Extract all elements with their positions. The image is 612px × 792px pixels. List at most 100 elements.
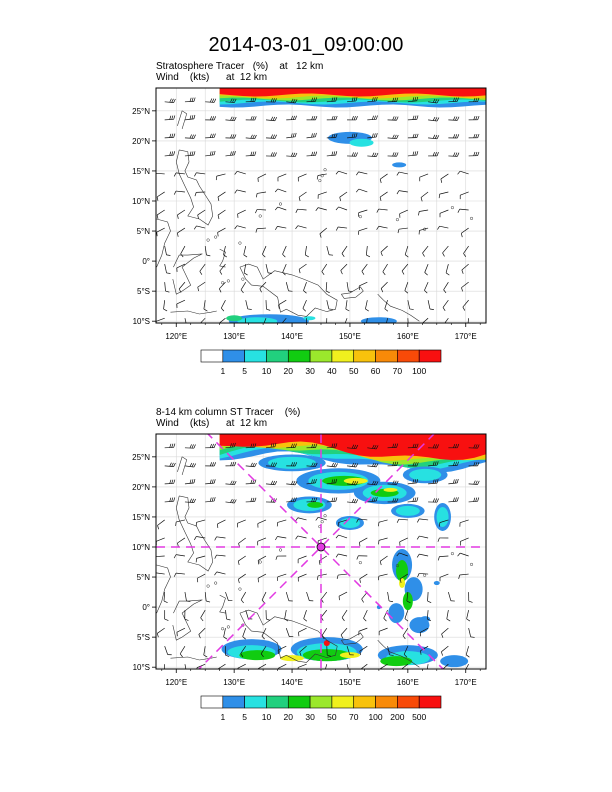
wind-barb-flag [355, 96, 358, 102]
island [395, 218, 399, 222]
colorbar-swatch [244, 695, 267, 709]
wind-barb-flag [209, 133, 212, 138]
wind-barb [460, 537, 469, 542]
wind-barb-flag [331, 443, 334, 448]
wind-barb [175, 172, 185, 175]
wind-barb [338, 519, 348, 523]
wind-barb-flag [169, 497, 172, 502]
wind-barb-flag [396, 552, 400, 557]
wind-barb-flag [209, 116, 213, 121]
wind-barb [462, 299, 469, 308]
wind-barb [441, 627, 449, 635]
wind-barb-flag [171, 115, 174, 120]
wind-barb [306, 465, 316, 467]
wind-barb [156, 172, 165, 175]
wind-barb-flag [250, 462, 253, 467]
colorbar-swatch [287, 695, 311, 709]
island [318, 179, 322, 183]
wind-barb [237, 171, 246, 175]
wind-barb [243, 264, 247, 274]
wind-barb-flag [373, 97, 376, 102]
wind-barb-flag [455, 479, 457, 484]
y-tick-label: 25°N [132, 453, 150, 462]
wind-barb [278, 299, 287, 306]
wind-barb-flag [333, 479, 336, 484]
wind-barb-flag [184, 618, 189, 621]
coastline [239, 609, 338, 663]
wind-barb [297, 555, 307, 560]
wind-barb-flag [313, 497, 316, 502]
colorbar-swatch [331, 695, 355, 709]
wind-barb [245, 465, 255, 468]
wind-barb [282, 263, 287, 273]
wind-barb-flag [331, 115, 334, 120]
wind-barb-flag [475, 97, 478, 102]
wind-barb-flag [463, 253, 467, 257]
wind-barb [407, 300, 411, 310]
y-tick-label: 10°S [133, 317, 150, 326]
map-plot-area [156, 88, 486, 329]
wind-barb-flag [214, 571, 218, 576]
wind-barb [164, 264, 167, 273]
wind-barb-flag [292, 443, 295, 448]
wind-barb [205, 500, 215, 503]
wind-barb [286, 483, 296, 486]
wind-barb-flag [171, 151, 174, 156]
wind-barb [399, 209, 408, 215]
colorbar-label: 70 [349, 712, 359, 722]
wind-barb-flag [274, 134, 277, 139]
coastline [172, 253, 203, 295]
wind-barb-flag [200, 617, 204, 622]
wind-barb-flag [306, 327, 310, 329]
wind-barb-flag [355, 444, 359, 449]
wind-barb [277, 573, 287, 578]
wind-barb [420, 191, 429, 198]
island [258, 560, 262, 564]
wind-barb-flag [211, 116, 215, 121]
wind-barb [245, 609, 249, 619]
wind-barb [379, 663, 388, 669]
wind-barb-flag [414, 497, 417, 502]
wind-barb-flag [270, 443, 273, 448]
wind-barb-flag [173, 497, 176, 502]
wind-barb-flag [270, 134, 273, 139]
wind-barb [446, 610, 449, 620]
wind-barb [358, 518, 368, 521]
wind-barb [448, 119, 458, 121]
wind-barb-flag [316, 175, 319, 180]
wind-barb [459, 170, 469, 175]
tracer-streak [307, 501, 324, 508]
wind-barb [225, 154, 235, 157]
wind-barb-flag [331, 479, 334, 484]
wind-barb-flag [340, 270, 343, 275]
wind-barb-flag [173, 462, 176, 467]
wind-barb-flag [335, 553, 339, 558]
wind-barb-flag [359, 651, 362, 656]
wind-barb [204, 246, 207, 256]
wind-barb-flag [475, 133, 478, 138]
wind-barb-flag [313, 151, 316, 156]
wind-barb-flag [274, 152, 277, 157]
colorbar-label: 20 [284, 366, 294, 376]
wind-barb [286, 101, 296, 104]
wind-barb-flag [412, 97, 415, 102]
wind-barb-flag [209, 497, 212, 502]
wind-barb-flag [432, 134, 436, 139]
wind-barb-flag [475, 151, 478, 156]
wind-barb [407, 154, 417, 157]
wind-barb [318, 537, 327, 542]
wind-barb [338, 206, 348, 211]
colorbar-swatch [418, 349, 442, 363]
wind-barb-flag [457, 461, 459, 466]
wind-barb [326, 245, 330, 255]
wind-barb-flag [294, 497, 297, 502]
wind-barb-flag [416, 133, 419, 138]
wind-barb-flag [375, 497, 378, 502]
wind-barb-flag [457, 552, 461, 557]
coastline [341, 286, 364, 299]
wind-barb [340, 627, 348, 636]
tracer-streak [343, 477, 368, 484]
wind-barb [403, 646, 409, 655]
wind-barb [175, 572, 185, 575]
wind-barb-flag [295, 535, 299, 540]
